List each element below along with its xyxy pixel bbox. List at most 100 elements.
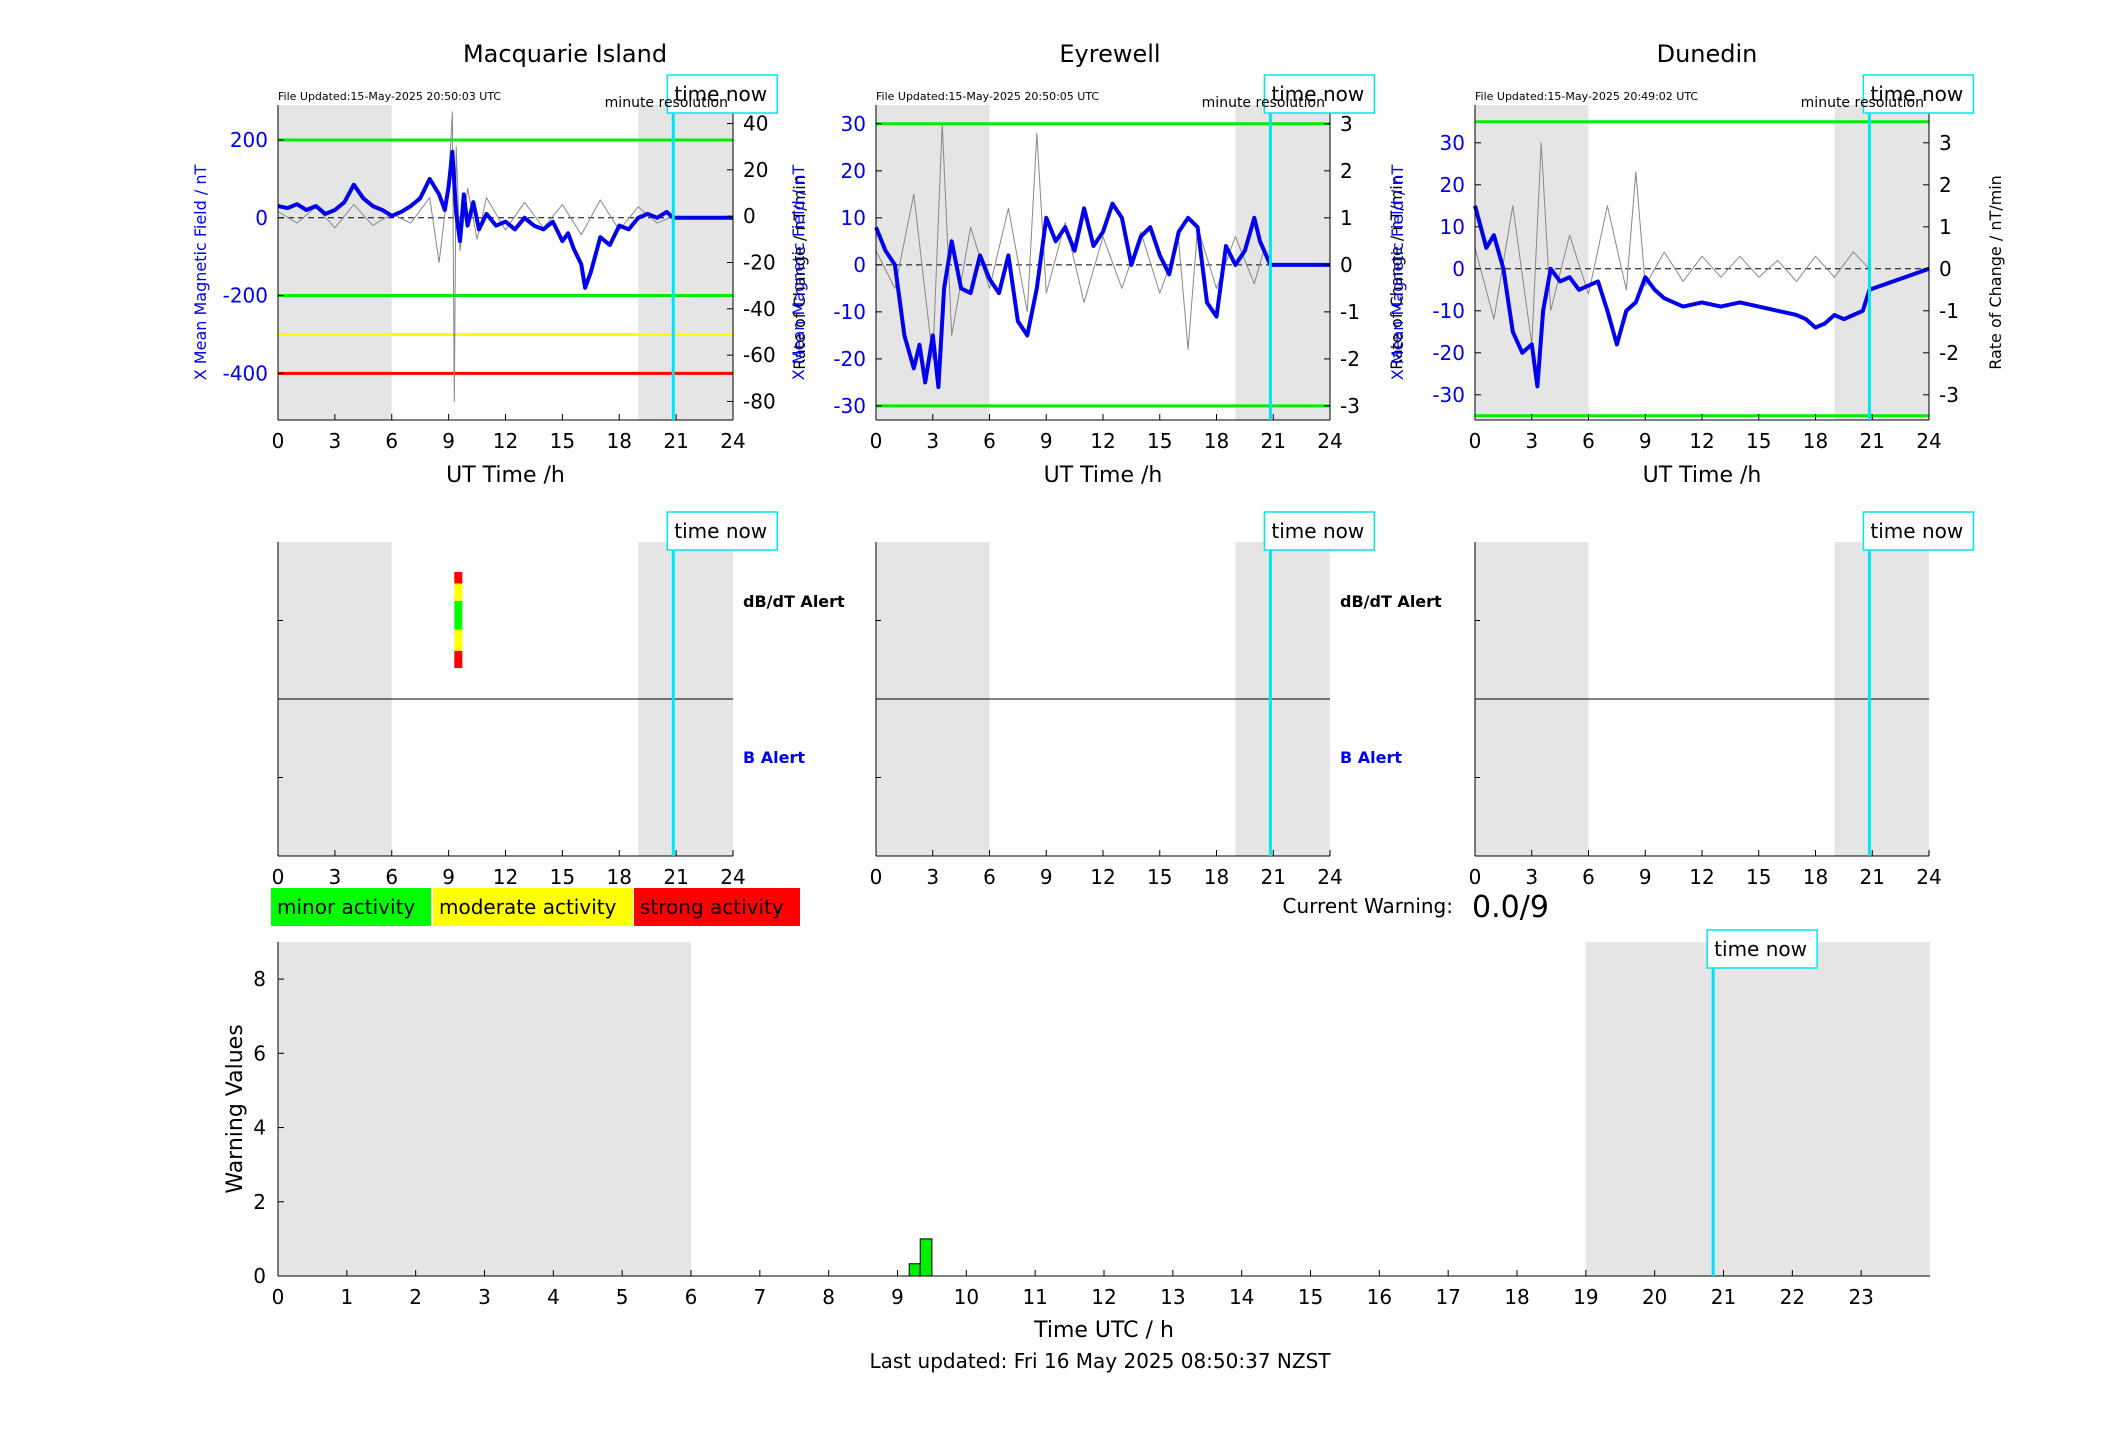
alert-panel-1-x-tick-label: 15 <box>550 865 575 889</box>
station-3-y2-tick-label: 0 <box>1939 257 1952 281</box>
warning-shade-1 <box>1585 942 1930 1276</box>
warning-x-tick-label: 9 <box>891 1285 904 1309</box>
station-2-y2-label: Rate of Change / nT/min <box>1387 175 1406 370</box>
alert-panel-2-dbdt-label: dB/dT Alert <box>1340 592 1442 611</box>
station-2-y-tick-label: 30 <box>841 112 866 136</box>
station-2-title: Eyrewell <box>1059 40 1160 68</box>
station-3-y-tick-label: 10 <box>1440 215 1465 239</box>
alert-panel-3-x-tick-label: 18 <box>1803 865 1828 889</box>
warning-x-tick-label: 13 <box>1160 1285 1185 1309</box>
alert-panel-1-x-tick-label: 0 <box>272 865 285 889</box>
station-3-y2-label: Rate of Change / nT/min <box>1986 175 2005 370</box>
warning-x-tick-label: 18 <box>1504 1285 1529 1309</box>
warning-y-tick-label: 0 <box>253 1264 266 1288</box>
station-2-y2-tick-label: -3 <box>1340 394 1360 418</box>
station-1-field-series <box>277 149 733 290</box>
station-1-x-tick-label: 24 <box>720 429 745 453</box>
alert-panel-1-x-tick-label: 18 <box>607 865 632 889</box>
warning-x-label: Time UTC / h <box>1033 1318 1174 1343</box>
station-3-x-tick-label: 15 <box>1746 429 1771 453</box>
alert-panel-3-x-tick-label: 21 <box>1860 865 1885 889</box>
station-3-y2-tick-label: 3 <box>1939 131 1952 155</box>
warning-x-tick-label: 22 <box>1780 1285 1805 1309</box>
warning-x-tick-label: 1 <box>340 1285 353 1309</box>
legend-swatch-2 <box>433 888 633 926</box>
alert-panel-2-x-tick-label: 3 <box>926 865 939 889</box>
legend-swatch-3 <box>634 888 800 926</box>
station-2-x-tick-label: 3 <box>926 429 939 453</box>
station-3-rate-series <box>1474 142 1870 345</box>
station-2-time-now-box <box>1263 74 1376 114</box>
legend-swatch-1 <box>271 888 431 926</box>
station-1-x-tick-label: 9 <box>442 429 455 453</box>
station-1-time-now-box <box>666 74 779 114</box>
station-2-y2-tick-label: 2 <box>1340 159 1353 183</box>
station-3-title: Dunedin <box>1657 40 1758 68</box>
alert-panel-2-x-tick-label: 24 <box>1317 865 1342 889</box>
current-warning-label: Current Warning: <box>1283 894 1453 918</box>
station-2-y-tick-label: -10 <box>833 300 866 324</box>
warning-time-now-label: time now <box>1714 937 1807 961</box>
alert-panel-1-time-now-label: time now <box>674 519 767 543</box>
alert-panel-3-x-tick-label: 24 <box>1916 865 1941 889</box>
alert-panel-2-x-tick-label: 18 <box>1204 865 1229 889</box>
station-2-minute-resolution: minute resolution <box>1202 95 1325 111</box>
warning-x-tick-label: 10 <box>954 1285 979 1309</box>
warning-x-tick-label: 5 <box>616 1285 629 1309</box>
alert-panel-1-x-tick-label: 21 <box>663 865 688 889</box>
station-2-x-label: UT Time /h <box>1044 463 1163 488</box>
alert-panel-2-x-tick-label: 9 <box>1040 865 1053 889</box>
station-3-x-tick-label: 24 <box>1916 429 1941 453</box>
warning-x-tick-label: 3 <box>478 1285 491 1309</box>
station-1-y2-tick-label: 40 <box>743 112 768 136</box>
alert-panel-2-x-tick-label: 0 <box>870 865 883 889</box>
warning-x-tick-label: 21 <box>1711 1285 1736 1309</box>
warning-x-tick-label: 4 <box>547 1285 560 1309</box>
station-1-shade-1 <box>638 105 733 420</box>
alert-panel-3-x-tick-label: 9 <box>1639 865 1652 889</box>
station-2-y-label: X Mean Magnetic Field / nT <box>789 165 808 381</box>
station-2-file-updated: File Updated:15-May-2025 20:50:05 UTC <box>876 90 1099 103</box>
alert-panel-3-time-now-label: time now <box>1870 519 1963 543</box>
legend-label-3: strong activity <box>640 895 784 919</box>
alert-panel-2-time-now-box <box>1263 511 1376 551</box>
warning-bar-2 <box>919 1238 933 1277</box>
alert-panel-2-x-tick-label: 15 <box>1147 865 1172 889</box>
station-1-x-tick-label: 12 <box>493 429 518 453</box>
station-1-y-tick-label: 200 <box>230 128 268 152</box>
warning-x-tick-label: 15 <box>1298 1285 1323 1309</box>
station-3-shade-1 <box>1834 105 1929 420</box>
station-1-y2-tick-label: 0 <box>743 204 756 228</box>
warning-y-tick-label: 2 <box>253 1190 266 1214</box>
station-3-x-label: UT Time /h <box>1643 463 1762 488</box>
station-3-file-updated: File Updated:15-May-2025 20:49:02 UTC <box>1475 90 1698 103</box>
station-2-x-tick-label: 21 <box>1261 429 1286 453</box>
station-2-x-tick-label: 12 <box>1090 429 1115 453</box>
station-3-time-now-label: time now <box>1870 82 1963 106</box>
warning-time-now-box <box>1706 929 1818 969</box>
station-1-y2-tick-label: -80 <box>743 389 776 413</box>
warning-x-tick-label: 7 <box>753 1285 766 1309</box>
alert-panel-2-time-now-label: time now <box>1271 519 1364 543</box>
station-1-y2-label: Rate of Change / nT/min <box>790 175 809 370</box>
warning-x-tick-label: 19 <box>1573 1285 1598 1309</box>
station-1-y2-tick-label: -40 <box>743 297 776 321</box>
warning-x-tick-label: 2 <box>409 1285 422 1309</box>
warning-x-tick-label: 17 <box>1435 1285 1460 1309</box>
alert-panel-1-x-tick-label: 9 <box>442 865 455 889</box>
station-3-y-tick-label: 30 <box>1440 131 1465 155</box>
station-2-y-tick-label: 20 <box>841 159 866 183</box>
station-1-x-tick-label: 3 <box>329 429 342 453</box>
station-2-y-tick-label: 0 <box>853 253 866 277</box>
warning-x-tick-label: 20 <box>1642 1285 1667 1309</box>
station-1-x-tick-label: 0 <box>272 429 285 453</box>
warning-x-tick-label: 12 <box>1091 1285 1116 1309</box>
station-2-y-tick-label: 10 <box>841 206 866 230</box>
station-1-y2-tick-label: 20 <box>743 158 768 182</box>
alert-panel-3-x-tick-label: 15 <box>1746 865 1771 889</box>
alert-panel-3-time-now-box <box>1862 511 1975 551</box>
alert-panel-1-alert-mark-moderate <box>454 583 463 601</box>
station-3-y2-tick-label: 2 <box>1939 173 1952 197</box>
warning-x-tick-label: 11 <box>1022 1285 1047 1309</box>
